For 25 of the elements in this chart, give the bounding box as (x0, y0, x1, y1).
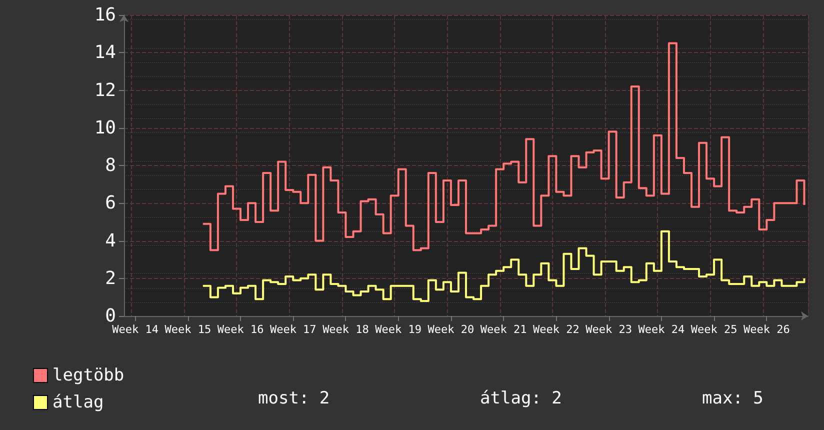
y-tick-label: 4 (105, 230, 116, 252)
y-tick-label: 6 (105, 192, 116, 214)
x-tick-label: Week 17 (270, 323, 316, 336)
x-tick-label: Week 23 (586, 323, 632, 336)
y-tick-label: 14 (94, 42, 116, 64)
text: most: 2 (258, 388, 330, 408)
y-tick-label: 10 (94, 117, 116, 138)
x-tick-label: Week 18 (322, 323, 369, 336)
y-tick-label: 2 (105, 268, 116, 289)
x-tick-label: Week 15 (164, 323, 212, 336)
y-tick-label: 12 (94, 80, 116, 101)
text: átlag: 2 (480, 388, 562, 408)
y-tick-label: 16 (94, 4, 116, 26)
y-tick-label: 8 (105, 155, 116, 176)
text: max: 5 (702, 388, 764, 408)
x-tick-label: Week 24 (638, 323, 685, 336)
x-tick-label: Week 16 (217, 323, 264, 336)
x-tick-label: Week 22 (533, 323, 580, 336)
x-tick-label: Week 19 (375, 323, 422, 336)
legend-label: legtöbb (52, 366, 124, 386)
x-tick-label: Week 21 (480, 323, 527, 336)
x-tick-label: Week 26 (743, 323, 790, 336)
x-tick-label: Week 20 (428, 323, 474, 336)
legend-label: átlag (52, 392, 104, 412)
x-tick-label: Week 25 (690, 323, 738, 336)
